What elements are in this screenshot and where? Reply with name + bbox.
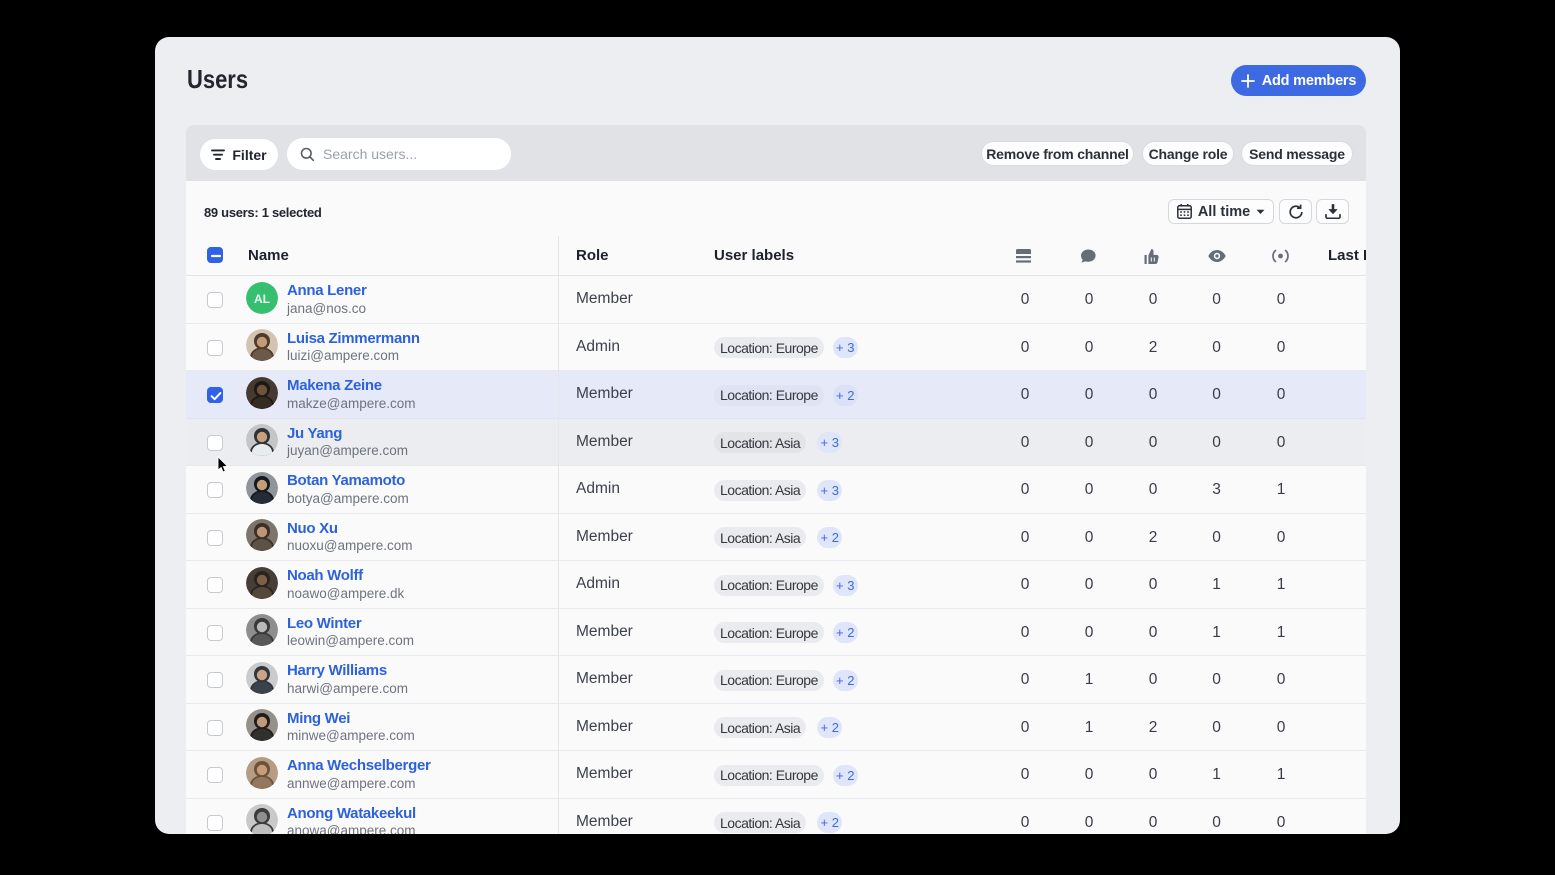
svg-text:AL: AL — [254, 292, 270, 306]
